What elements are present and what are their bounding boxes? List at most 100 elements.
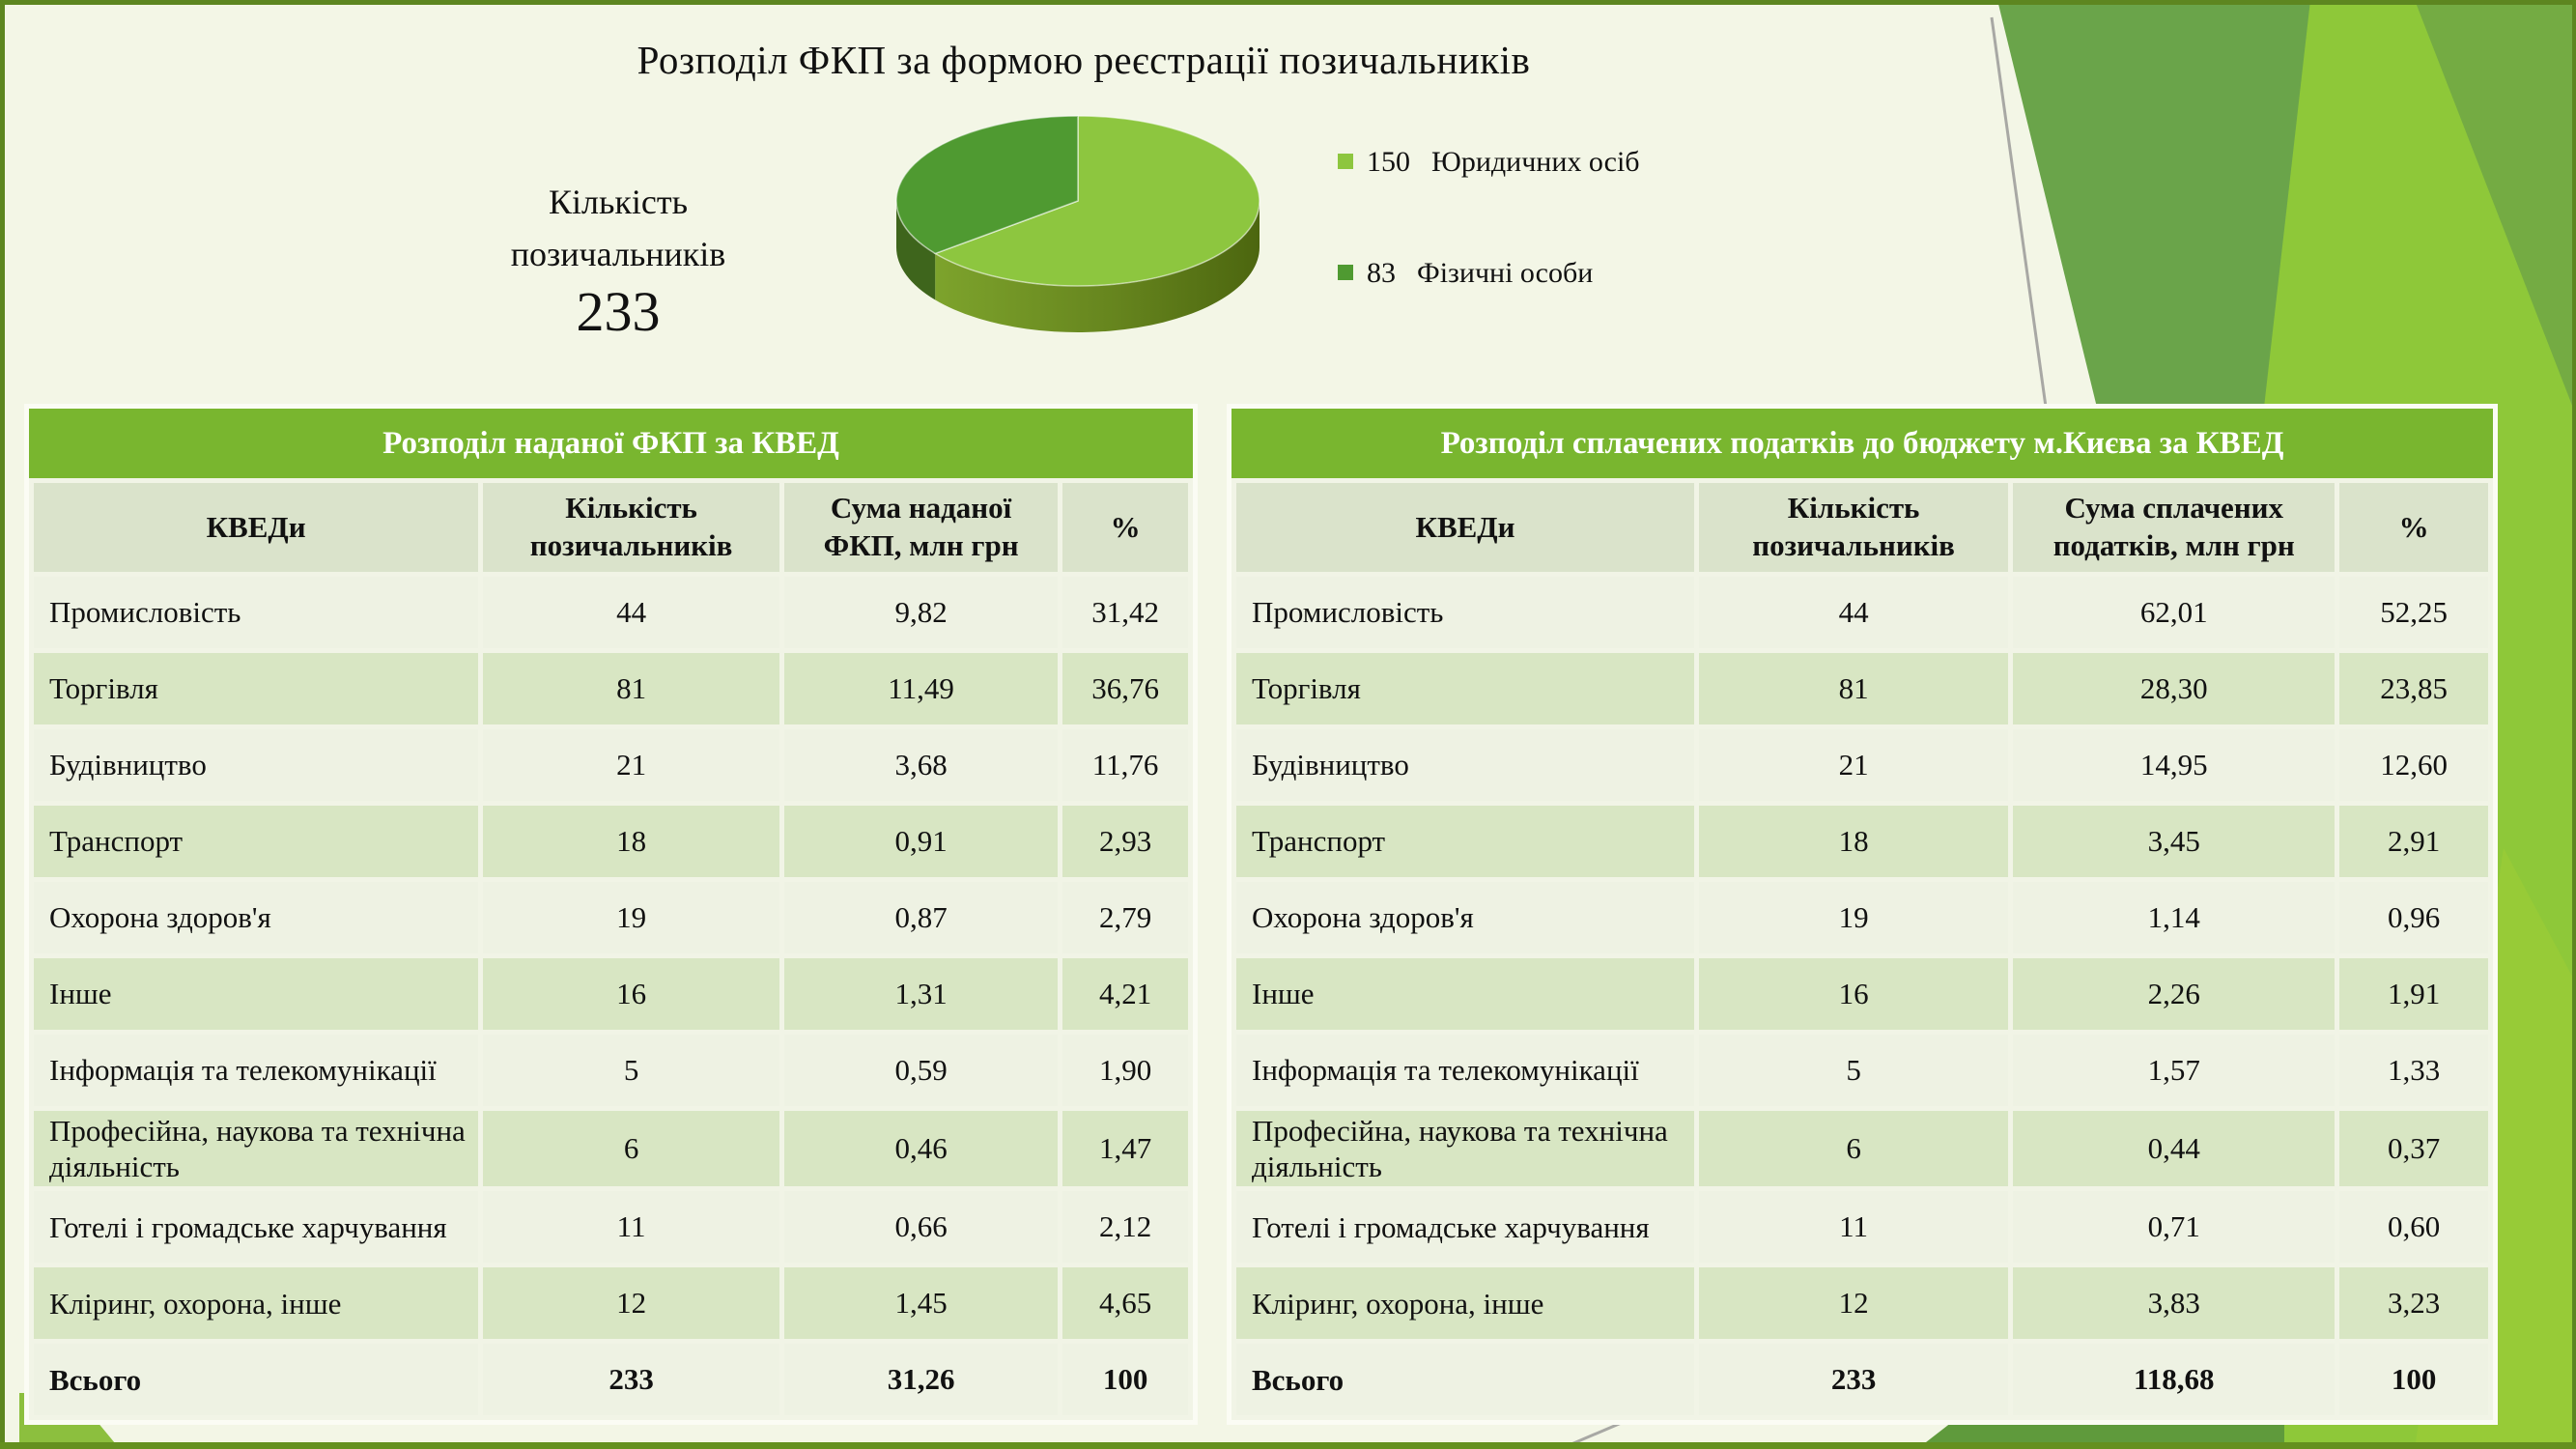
borrower-count-block: Кількість позичальників 233 <box>406 176 831 345</box>
total-value-cell: 233 <box>1698 1344 2009 1416</box>
value-cell: 19 <box>483 882 779 953</box>
value-cell: 12,60 <box>2339 729 2488 801</box>
kved-name-cell: Охорона здоров'я <box>1236 882 1694 953</box>
column-header: Сума сплачених податків, млн грн <box>2013 483 2335 572</box>
value-cell: 0,59 <box>783 1035 1059 1106</box>
kved-name-cell: Інше <box>1236 958 1694 1030</box>
value-cell: 6 <box>1698 1111 2009 1187</box>
value-cell: 11,76 <box>1062 729 1188 801</box>
table-row: Охорона здоров'я 19 1,14 0,96 <box>1236 882 2488 953</box>
value-cell: 6 <box>483 1111 779 1187</box>
kved-name-cell: Торгівля <box>34 653 479 724</box>
total-label-cell: Всього <box>1236 1344 1694 1416</box>
column-header: КВЕДи <box>1236 483 1694 572</box>
value-cell: 16 <box>483 958 779 1030</box>
kved-name-cell: Професійна, наукова та технічна діяльніс… <box>1236 1111 1694 1187</box>
value-cell: 19 <box>1698 882 2009 953</box>
value-cell: 18 <box>483 806 779 877</box>
table-row: Інше 16 2,26 1,91 <box>1236 958 2488 1030</box>
table-row: Транспорт 18 3,45 2,91 <box>1236 806 2488 877</box>
table-paid-taxes: Розподіл сплачених податків до бюджету м… <box>1227 404 2498 1426</box>
slide-border-left <box>0 0 5 1449</box>
kved-name-cell: Інше <box>34 958 479 1030</box>
value-cell: 1,45 <box>783 1267 1059 1340</box>
total-value-cell: 118,68 <box>2013 1344 2335 1416</box>
value-cell: 4,21 <box>1062 958 1188 1030</box>
value-cell: 4,65 <box>1062 1267 1188 1340</box>
kved-name-cell: Готелі і громадське харчування <box>1236 1191 1694 1264</box>
value-cell: 1,14 <box>2013 882 2335 953</box>
kved-name-cell: Транспорт <box>1236 806 1694 877</box>
table-row: Інформація та телекомунікації 5 1,57 1,33 <box>1236 1035 2488 1106</box>
value-cell: 21 <box>483 729 779 801</box>
slide-border-bottom <box>0 1442 2576 1449</box>
value-cell: 12 <box>1698 1267 2009 1340</box>
value-cell: 3,23 <box>2339 1267 2488 1340</box>
table-row: Інформація та телекомунікації 5 0,59 1,90 <box>34 1035 1188 1106</box>
value-cell: 14,95 <box>2013 729 2335 801</box>
column-header: % <box>1062 483 1188 572</box>
value-cell: 0,71 <box>2013 1191 2335 1264</box>
table-header-row: КВЕДи Кількість позичальників Сума наданої… <box>34 483 1188 572</box>
value-cell: 2,79 <box>1062 882 1188 953</box>
value-cell: 1,91 <box>2339 958 2488 1030</box>
table-row: Промисловість 44 62,01 52,25 <box>1236 577 2488 648</box>
kved-name-cell: Готелі і громадське харчування <box>34 1191 479 1264</box>
table-row: Промисловість 44 9,82 31,42 <box>34 577 1188 648</box>
table-title: Розподіл наданої ФКП за КВЕД <box>29 409 1193 478</box>
slide-border-right <box>2572 0 2576 1449</box>
legend-item-individuals: 83 Фізичні особи <box>1338 254 1640 292</box>
value-cell: 0,96 <box>2339 882 2488 953</box>
pie-legend: 150 Юридичних осіб 83 Фізичні особи <box>1338 143 1640 365</box>
value-cell: 1,47 <box>1062 1111 1188 1187</box>
value-cell: 36,76 <box>1062 653 1188 724</box>
value-cell: 1,90 <box>1062 1035 1188 1106</box>
table-total-row: Всього 233 31,26 100 <box>34 1344 1188 1416</box>
table-row: Будівництво 21 14,95 12,60 <box>1236 729 2488 801</box>
table-row: Професійна, наукова та технічна діяльніс… <box>34 1111 1188 1187</box>
kved-name-cell: Торгівля <box>1236 653 1694 724</box>
value-cell: 1,33 <box>2339 1035 2488 1106</box>
value-cell: 52,25 <box>2339 577 2488 648</box>
table-row: Кліринг, охорона, інше 12 3,83 3,23 <box>1236 1267 2488 1340</box>
table-row: Транспорт 18 0,91 2,93 <box>34 806 1188 877</box>
kved-name-cell: Інформація та телекомунікації <box>1236 1035 1694 1106</box>
value-cell: 2,91 <box>2339 806 2488 877</box>
table-header-row: КВЕДи Кількість позичальників Сума сплачен… <box>1236 483 2488 572</box>
table-row: Торгівля 81 11,49 36,76 <box>34 653 1188 724</box>
value-cell: 11,49 <box>783 653 1059 724</box>
kved-name-cell: Транспорт <box>34 806 479 877</box>
pie-chart <box>885 97 1271 362</box>
value-cell: 18 <box>1698 806 2009 877</box>
kved-name-cell: Кліринг, охорона, інше <box>34 1267 479 1340</box>
value-cell: 2,12 <box>1062 1191 1188 1264</box>
table-row: Охорона здоров'я 19 0,87 2,79 <box>34 882 1188 953</box>
total-value-cell: 100 <box>1062 1344 1188 1416</box>
borrower-count-label-line1: Кількість <box>548 183 689 221</box>
kved-name-cell: Охорона здоров'я <box>34 882 479 953</box>
column-header: КВЕДи <box>34 483 479 572</box>
value-cell: 1,57 <box>2013 1035 2335 1106</box>
column-header: % <box>2339 483 2488 572</box>
legend-value: 83 <box>1367 257 1396 289</box>
pie-slice-individuals <box>895 115 1079 255</box>
slide-border-top <box>0 0 2576 5</box>
table-row: Професійна, наукова та технічна діяльніс… <box>1236 1111 2488 1187</box>
value-cell: 23,85 <box>2339 653 2488 724</box>
table-row: Готелі і громадське харчування 11 0,71 0,60 <box>1236 1191 2488 1264</box>
issued-fkp-table: КВЕДи Кількість позичальників Сума наданої… <box>29 478 1193 1420</box>
value-cell: 62,01 <box>2013 577 2335 648</box>
column-header: Кількість позичальників <box>483 483 779 572</box>
value-cell: 2,93 <box>1062 806 1188 877</box>
value-cell: 1,31 <box>783 958 1059 1030</box>
value-cell: 3,45 <box>2013 806 2335 877</box>
slide-title: Розподіл ФКП за формою реєстрації позича… <box>637 38 1531 82</box>
table-row: Готелі і громадське харчування 11 0,66 2,12 <box>34 1191 1188 1264</box>
table-row: Кліринг, охорона, інше 12 1,45 4,65 <box>34 1267 1188 1340</box>
kved-name-cell: Будівництво <box>1236 729 1694 801</box>
pie-side-light-slice <box>935 201 1260 333</box>
value-cell: 28,30 <box>2013 653 2335 724</box>
value-cell: 44 <box>483 577 779 648</box>
total-value-cell: 31,26 <box>783 1344 1059 1416</box>
